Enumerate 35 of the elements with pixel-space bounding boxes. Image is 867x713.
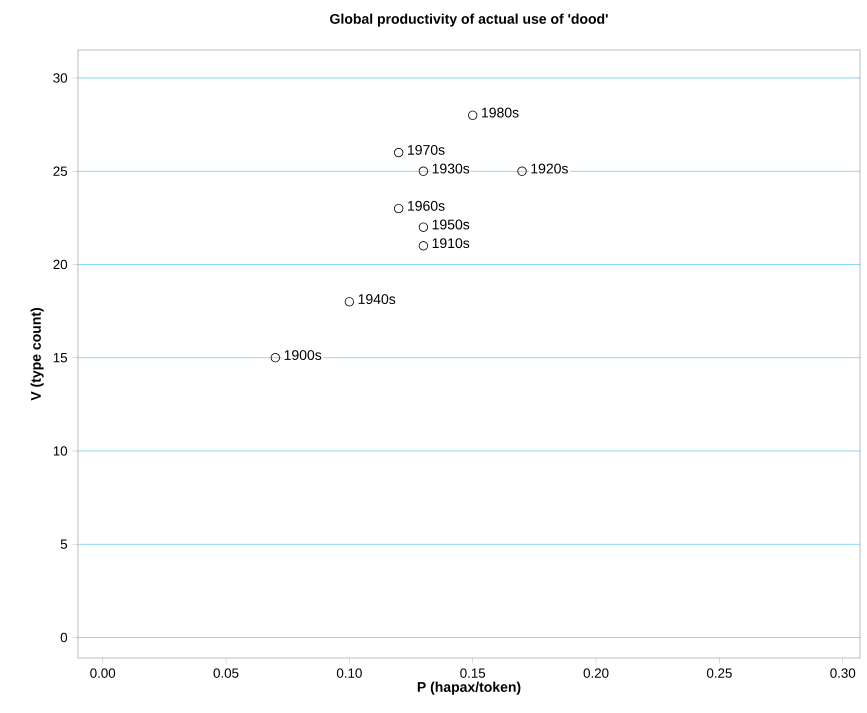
point — [344, 297, 354, 306]
point — [468, 110, 478, 120]
y-tick-label: 0 — [60, 632, 68, 642]
chart-title: Global productivity of actual use of 'dood' — [330, 14, 608, 27]
x-axis-title: P (hapax/token) — [418, 682, 520, 695]
x-tick-label: 0.10 — [336, 668, 362, 678]
annotation: 1970s — [408, 144, 445, 155]
point — [418, 222, 428, 232]
x-tick-label: 0.30 — [830, 668, 856, 678]
point — [517, 166, 527, 176]
point — [394, 204, 404, 214]
point — [394, 148, 404, 158]
y-tick-label: 30 — [53, 73, 68, 83]
x-tick-label: 0.15 — [460, 668, 486, 678]
annotation: 1960s — [408, 200, 445, 211]
y-axis-title: V (type count) — [30, 308, 44, 401]
annotation: 1930s — [432, 164, 470, 174]
annotation: 1920s — [531, 164, 568, 174]
x-tick-label: 0.00 — [90, 668, 116, 678]
x-tick-label: 0.25 — [706, 668, 732, 678]
point — [418, 241, 428, 250]
annotation: 1980s — [482, 108, 519, 118]
y-tick-label: 25 — [53, 166, 68, 176]
point — [418, 166, 428, 176]
annotation: 1900s — [284, 350, 322, 360]
annotation: 1910s — [432, 238, 470, 248]
y-tick-label: 15 — [54, 353, 68, 362]
y-tick-label: 20 — [53, 260, 68, 270]
y-tick-label: 10 — [54, 446, 68, 456]
x-tick-label: 0.05 — [214, 668, 238, 678]
x-tick-label: 0.20 — [584, 668, 609, 678]
y-tick-label: 5 — [60, 540, 68, 549]
annotation: 1940s — [358, 294, 396, 304]
point — [270, 353, 280, 362]
annotation: 1950s — [432, 220, 470, 230]
